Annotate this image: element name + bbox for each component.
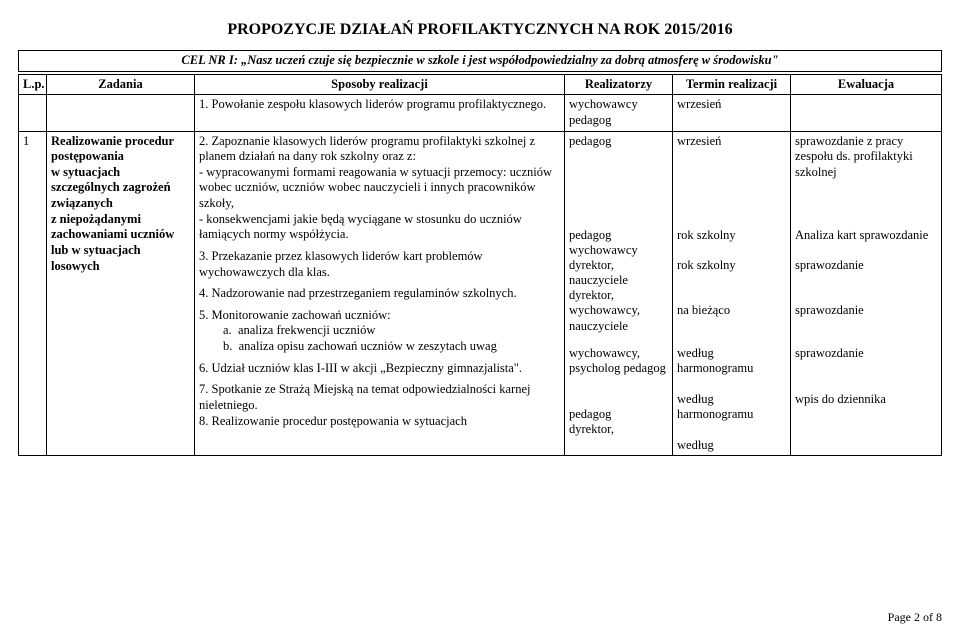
cell-s1-real: wychowawcy pedagog [565, 95, 673, 131]
real-s7: pedagog [569, 407, 611, 421]
cell-sposoby: 2. Zapoznanie klasowych liderów programu… [195, 131, 565, 456]
table-row: 1 Realizowanie procedur postępowania w s… [19, 131, 942, 456]
item-s5-head: 5. Monitorowanie zachowań uczniów: [199, 308, 391, 322]
cell-lp-blank [19, 95, 47, 131]
term-s4: rok szkolny [677, 258, 736, 272]
real-s2: pedagog [569, 134, 611, 148]
ewal-s3: Analiza kart sprawozdanie [795, 228, 928, 242]
item-s5-b: analiza opisu zachowań uczniów w zeszyta… [239, 339, 497, 353]
th-sposoby: Sposoby realizacji [195, 74, 565, 95]
real-s3: pedagog wychowawcy [569, 228, 638, 258]
real-s8: dyrektor, [569, 422, 614, 436]
cell-s1: 1. Powołanie zespołu klasowych liderów p… [195, 95, 565, 131]
main-table: L.p. Zadania Sposoby realizacji Realizat… [18, 74, 942, 457]
term-s5: na bieżąco [677, 303, 730, 317]
th-ewaluacja: Ewaluacja [791, 74, 942, 95]
th-termin: Termin realizacji [673, 74, 791, 95]
cell-s1-ewal [791, 95, 942, 131]
ewal-s5: sprawozdanie [795, 303, 864, 317]
cell-zad-blank [47, 95, 195, 131]
ewal-s4: sprawozdanie [795, 258, 864, 272]
page-number: Page 2 of 8 [888, 610, 942, 625]
th-realizatorzy: Realizatorzy [565, 74, 673, 95]
cell-realizatorzy: pedagog pedagog wychowawcy dyrektor, nau… [565, 131, 673, 456]
term-s2: wrzesień [677, 134, 721, 148]
goal-box: CEL NR I: „Nasz uczeń czuje się bezpiecz… [18, 50, 942, 72]
th-lp: L.p. [19, 74, 47, 95]
table-header-row: L.p. Zadania Sposoby realizacji Realizat… [19, 74, 942, 95]
cell-zadanie: Realizowanie procedur postępowania w syt… [47, 131, 195, 456]
ewal-s7: wpis do dziennika [795, 392, 886, 406]
item-s6: 6. Udział uczniów klas I-III w akcji „Be… [199, 361, 560, 377]
cell-termin: wrzesień rok szkolny rok szkolny na bież… [673, 131, 791, 456]
item-s7: 7. Spotkanie ze Strażą Miejską na temat … [199, 382, 560, 413]
real-s4: dyrektor, nauczyciele [569, 258, 628, 288]
th-zadania: Zadania [47, 74, 195, 95]
document-title: PROPOZYCJE DZIAŁAŃ PROFILAKTYCZNYCH NA R… [18, 20, 942, 40]
item-s8: 8. Realizowanie procedur postępowania w … [199, 414, 560, 430]
real-s5: dyrektor, wychowawcy, nauczyciele [569, 288, 640, 333]
item-s3: 3. Przekazanie przez klasowych liderów k… [199, 249, 560, 280]
term-s6: według harmonogramu [677, 346, 753, 376]
ewal-s6: sprawozdanie [795, 346, 864, 360]
item-s2: 2. Zapoznanie klasowych liderów programu… [199, 134, 560, 243]
cell-lp: 1 [19, 131, 47, 456]
cell-ewaluacja: sprawozdanie z pracy zespołu ds. profila… [791, 131, 942, 456]
term-s7: według harmonogramu [677, 392, 753, 422]
term-s3: rok szkolny [677, 228, 736, 242]
table-row: 1. Powołanie zespołu klasowych liderów p… [19, 95, 942, 131]
item-s4: 4. Nadzorowanie nad przestrzeganiem regu… [199, 286, 560, 302]
real-s6: wychowawcy, psycholog pedagog [569, 346, 666, 376]
cell-s1-term: wrzesień [673, 95, 791, 131]
item-s5-a: analiza frekwencji uczniów [238, 323, 375, 337]
ewal-s2: sprawozdanie z pracy zespołu ds. profila… [795, 134, 913, 179]
item-s5: 5. Monitorowanie zachowań uczniów: a. an… [199, 308, 560, 355]
term-s8: według [677, 438, 714, 452]
